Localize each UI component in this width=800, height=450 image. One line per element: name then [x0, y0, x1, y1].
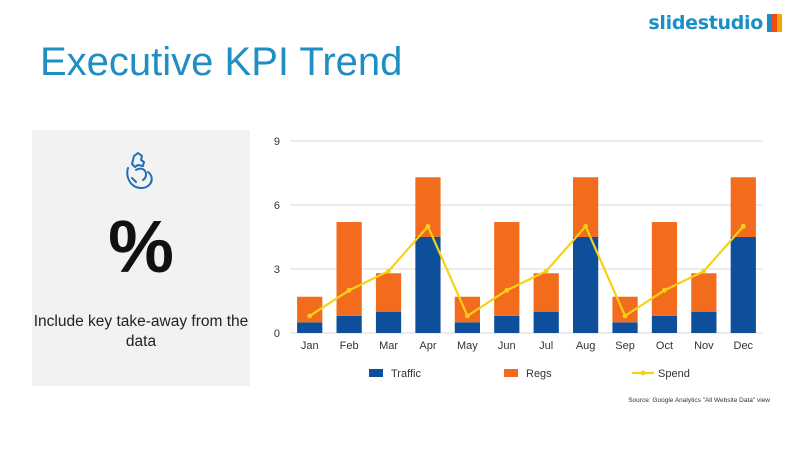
brand-logo: slidestudio: [648, 12, 782, 34]
bar-traffic: [415, 237, 441, 333]
point-spend: [622, 313, 628, 319]
x-tick-label: Mar: [379, 340, 398, 352]
brand-mark-bar-3: [777, 14, 782, 32]
x-tick-label: Feb: [340, 340, 359, 352]
bar-traffic: [336, 315, 362, 333]
brand-name: slidestudio: [648, 12, 763, 34]
legend-marker-spend: [640, 370, 646, 376]
point-spend: [346, 287, 352, 293]
bar-regs: [651, 222, 678, 316]
y-tick-label: 3: [274, 264, 280, 276]
bar-traffic: [494, 315, 520, 333]
point-spend: [425, 223, 431, 229]
kpi-chart: 0 3 6 9 Jan Feb Mar Apr May Jun Jul Aug Sep Oct Nov Dec…: [274, 136, 763, 380]
bar-traffic: [691, 311, 717, 333]
point-spend: [583, 223, 589, 229]
legend-swatch-traffic: [369, 369, 383, 377]
bar-traffic: [612, 322, 638, 333]
x-tick-label: Oct: [656, 340, 673, 352]
bar-traffic: [651, 315, 678, 333]
point-spend: [740, 223, 746, 229]
y-tick-label: 6: [274, 200, 280, 212]
point-spend: [307, 313, 313, 319]
bar-regs: [494, 222, 520, 316]
brand-mark-bar-1: [767, 14, 772, 32]
bar-traffic: [454, 322, 480, 333]
bar-traffic: [573, 237, 599, 333]
bar-regs: [533, 273, 559, 312]
hand-holding-heart-icon: [126, 152, 153, 190]
legend-swatch-regs: [504, 369, 518, 377]
legend-label: Regs: [526, 368, 552, 380]
x-tick-label: Nov: [694, 340, 714, 352]
point-spend: [504, 287, 510, 293]
takeaway-text: Include key take-away from the data: [33, 313, 249, 351]
bar-traffic: [730, 237, 756, 333]
x-tick-label: Apr: [419, 340, 436, 352]
y-tick-label: 0: [274, 328, 280, 340]
point-spend: [464, 313, 470, 319]
point-spend: [701, 268, 707, 274]
bar-traffic: [297, 322, 323, 333]
legend-label: Traffic: [391, 368, 421, 380]
brand-mark-icon: [767, 14, 782, 32]
x-tick-label: Aug: [576, 340, 596, 352]
x-tick-label: May: [457, 340, 478, 352]
x-tick-label: Jan: [301, 340, 319, 352]
x-tick-label: Jul: [539, 340, 553, 352]
x-tick-label: Jun: [498, 340, 516, 352]
bar-traffic: [375, 311, 402, 333]
x-tick-label: Sep: [615, 340, 635, 352]
line-spend: [309, 224, 745, 318]
x-tick-label: Dec: [734, 340, 754, 352]
point-spend: [662, 287, 667, 293]
brand-mark-bar-2: [772, 14, 777, 32]
y-tick-label: 9: [274, 136, 280, 148]
slide-title: Executive KPI Trend: [40, 40, 403, 84]
percent-symbol: %: [108, 205, 174, 288]
legend-label: Spend: [658, 368, 690, 380]
bar-regs: [691, 273, 717, 312]
bar-regs: [336, 222, 362, 316]
point-spend: [543, 268, 549, 274]
source-note: Source: Google Analytics "All Website Da…: [628, 397, 770, 404]
bar-traffic: [533, 311, 559, 333]
point-spend: [386, 268, 391, 274]
bar-regs: [375, 273, 402, 312]
takeaway-panel: %: [32, 130, 250, 386]
